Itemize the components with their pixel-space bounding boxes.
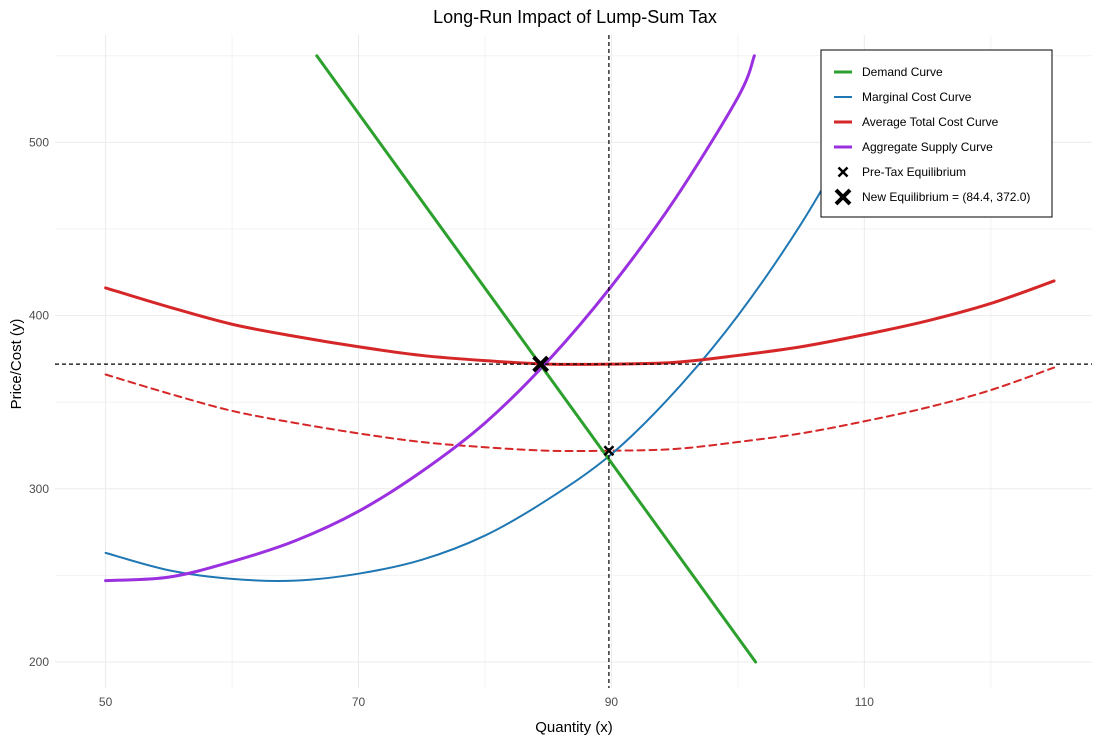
legend-key [834,188,852,206]
legend-item-marginal-cost-curve: Marginal Cost Curve [834,90,972,104]
x-tick-label: 50 [99,695,113,709]
legend-item-aggregate-supply-curve: Aggregate Supply Curve [834,140,993,154]
x-tick-label: 70 [352,695,366,709]
point-pre-tax-equilibrium [603,445,615,457]
legend-label: Demand Curve [862,65,943,79]
legend-key [837,166,849,178]
legend-label: Pre-Tax Equilibrium [862,165,966,179]
y-axis-label: Price/Cost (y) [8,319,25,410]
y-tick-label: 500 [29,135,49,149]
series-line-average-total-cost-curve [104,279,1056,366]
reference-lines [55,35,1092,688]
legend-label: Average Total Cost Curve [862,115,999,129]
y-tick-label: 200 [29,655,49,669]
series-line-marginal-cost-curve [104,54,904,582]
legend: Demand Curve Marginal Cost Curve Average T… [820,49,1053,218]
legend-label: New Equilibrium = (84.4, 372.0) [862,190,1030,204]
x-tick-label: 90 [605,695,619,709]
legend-item-new-equilibrium-84-4-372-0: New Equilibrium = (84.4, 372.0) [834,188,1030,206]
tick-labels: 50 70 90 110 200 300 400 500 [29,135,874,709]
chart-title: Long-Run Impact of Lump-Sum Tax [433,7,717,27]
equilibrium-points [532,355,615,457]
legend-label: Marginal Cost Curve [862,90,972,104]
legend-label: Aggregate Supply Curve [862,140,993,154]
legend-item-demand-curve: Demand Curve [834,65,943,79]
series-line-aggregate-supply-curve [104,54,756,583]
legend-item-pre-tax-equilibrium: Pre-Tax Equilibrium [837,165,966,179]
y-tick-label: 300 [29,482,49,496]
series-line-average-total-cost-curve-pre-tax [104,366,1056,453]
legend-box [820,49,1053,218]
x-axis-label: Quantity (x) [535,719,613,736]
y-tick-label: 400 [29,309,49,323]
x-tick-label: 110 [855,695,874,709]
legend-item-average-total-cost-curve: Average Total Cost Curve [834,115,999,129]
point-new-equilibrium-84-4-372-0 [532,355,550,373]
